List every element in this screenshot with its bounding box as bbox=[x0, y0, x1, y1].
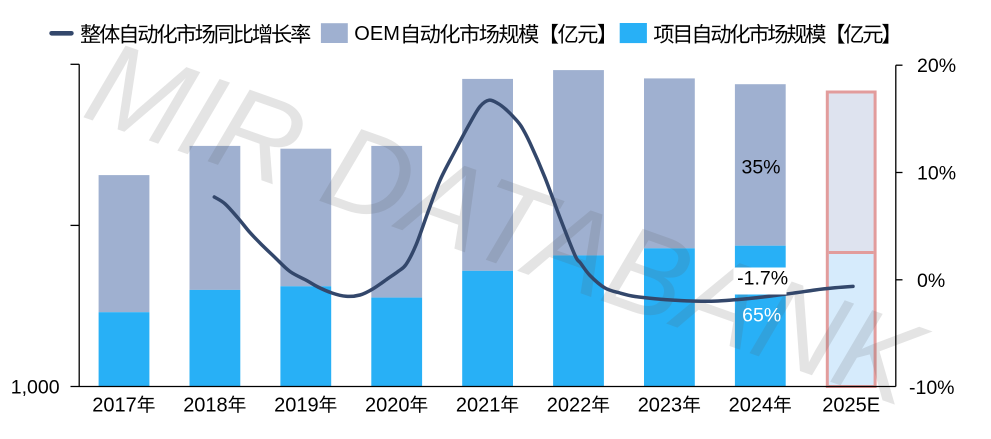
svg-text:-10%: -10% bbox=[909, 377, 955, 399]
svg-text:OEM: OEM bbox=[354, 23, 400, 45]
svg-text:2019: 2019 bbox=[274, 394, 319, 416]
svg-text:2025E: 2025E bbox=[822, 394, 880, 416]
svg-text:10%: 10% bbox=[917, 163, 956, 185]
svg-text:1,000: 1,000 bbox=[11, 376, 60, 398]
svg-text:2022: 2022 bbox=[547, 394, 592, 416]
svg-text:65%: 65% bbox=[742, 304, 781, 326]
svg-text:35%: 35% bbox=[741, 157, 780, 179]
svg-text:2018: 2018 bbox=[183, 394, 228, 416]
svg-text:2017: 2017 bbox=[92, 394, 137, 416]
svg-text:2020: 2020 bbox=[365, 394, 410, 416]
svg-text:20%: 20% bbox=[917, 55, 956, 77]
svg-text:0%: 0% bbox=[917, 270, 945, 292]
svg-text:2024: 2024 bbox=[729, 394, 774, 416]
svg-text:2021: 2021 bbox=[456, 394, 501, 416]
svg-text:-1.7%: -1.7% bbox=[737, 267, 788, 289]
svg-text:2023: 2023 bbox=[638, 394, 683, 416]
